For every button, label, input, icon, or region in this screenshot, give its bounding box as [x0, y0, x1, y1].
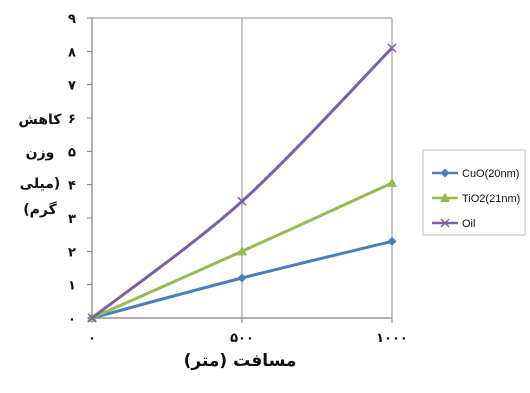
y-axis-label-line: کاهش [19, 112, 63, 128]
x-axis-label: مسافت (متر) [184, 351, 297, 371]
x-tick-labels: ٠ ۵٠٠ ١٠٠٠ [88, 331, 408, 346]
y-tick-label: ۵ [68, 145, 76, 160]
data-point [387, 236, 397, 246]
y-tick-labels: ٠ ١ ٢ ٣ ۴ ۵ ۶ ٧ ٨ ٩ [68, 12, 76, 327]
x-tick-label: ١٠٠٠ [376, 331, 408, 346]
y-tick-label: ٩ [68, 12, 76, 27]
axes [87, 17, 393, 323]
y-tick-label: ۴ [68, 179, 76, 194]
x-tick-label: ۵٠٠ [230, 331, 254, 346]
legend-box [422, 149, 526, 236]
y-tick-label: ٣ [68, 212, 76, 227]
series-lines [87, 43, 397, 323]
y-tick-label: ۶ [68, 112, 76, 127]
data-point [440, 168, 450, 178]
data-point [387, 43, 397, 53]
data-point [440, 192, 450, 202]
y-tick-label: ٨ [68, 45, 76, 60]
grid-lines [91, 17, 393, 318]
legend-label: Oil [462, 218, 475, 230]
legend-label: CuO(20nm) [462, 168, 519, 180]
data-point [440, 218, 450, 228]
legend-label: TiO2(21nm) [462, 193, 520, 205]
data-point [387, 177, 397, 187]
y-axis-label-line: گرم) [23, 201, 57, 218]
y-axis-label-line: (میلی [20, 176, 61, 192]
y-tick-label: ١ [68, 279, 76, 294]
y-axis-label: کاهش وزن (میلی گرم) [19, 112, 63, 218]
y-tick-label: ٧ [68, 79, 76, 94]
legend: CuO(20nm) TiO2(21nm) Oil [422, 149, 526, 236]
y-tick-label: ٠ [68, 312, 76, 327]
x-tick-label: ٠ [88, 331, 96, 346]
data-point [87, 313, 97, 323]
y-axis-label-line: وزن [26, 145, 55, 161]
data-point [237, 245, 247, 256]
data-point [237, 273, 247, 283]
y-tick-label: ٢ [68, 245, 76, 260]
data-point [237, 196, 247, 206]
